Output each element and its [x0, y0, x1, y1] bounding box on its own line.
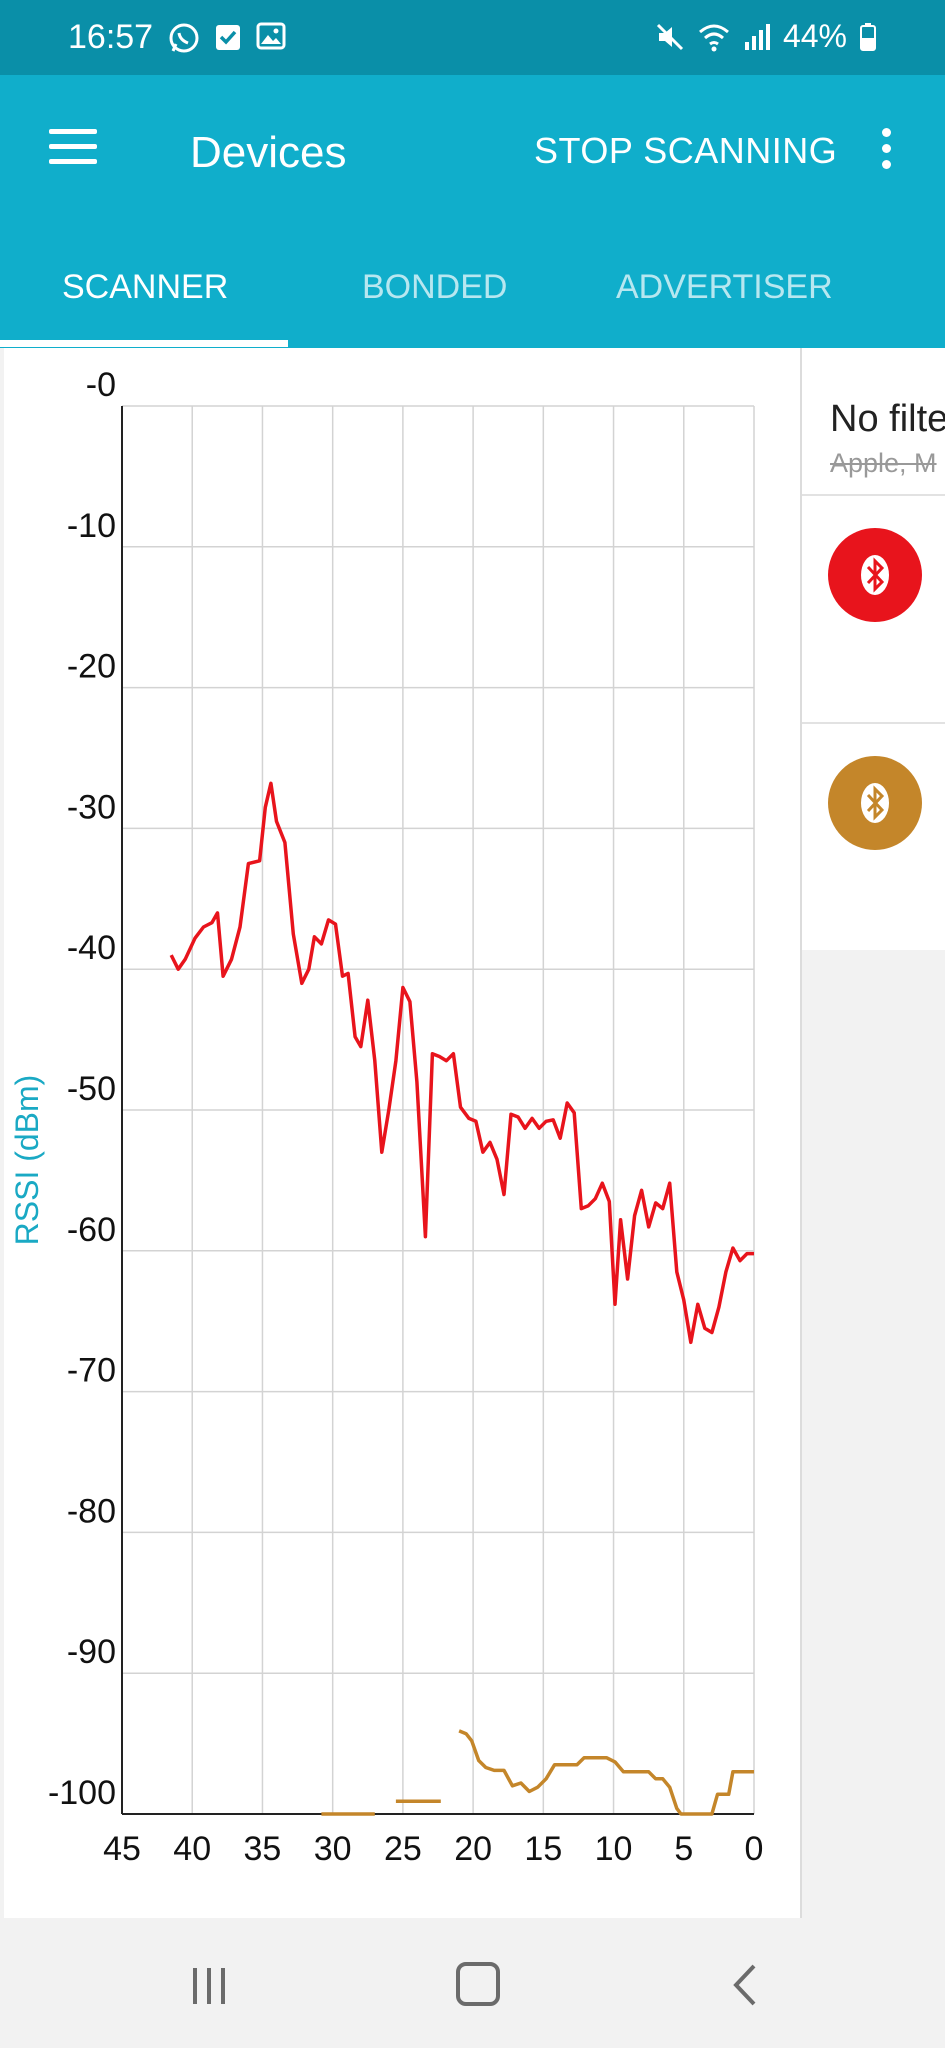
- task-check-icon: [216, 25, 240, 50]
- y-tick-label: -30: [67, 788, 116, 826]
- status-time: 16:57: [68, 18, 154, 56]
- y-tick-label: -70: [67, 1352, 116, 1390]
- bluetooth-icon: [861, 783, 889, 823]
- home-icon[interactable]: [456, 1962, 500, 2006]
- y-tick-label: -100: [48, 1774, 116, 1812]
- battery-percent: 44%: [782, 18, 847, 54]
- tab-indicator: [0, 340, 288, 347]
- y-tick-label: -80: [67, 1492, 116, 1530]
- page-title: Devices: [190, 128, 347, 177]
- x-tick-label: 20: [454, 1830, 492, 1868]
- wifi-icon: [698, 24, 729, 51]
- series-line-1: [169, 781, 754, 1345]
- signal-icon: [744, 23, 770, 50]
- recents-icon[interactable]: [193, 1968, 233, 2004]
- x-tick-label: 10: [595, 1830, 633, 1868]
- filter-subtitle: Apple, M: [830, 448, 937, 478]
- divider: [802, 494, 945, 496]
- tab-advertiser[interactable]: ADVERTISER: [616, 268, 833, 306]
- x-tick-label: 35: [244, 1830, 282, 1868]
- more-options-icon[interactable]: [876, 128, 896, 172]
- mute-icon: [656, 23, 684, 50]
- stop-scanning-button[interactable]: STOP SCANNING: [534, 130, 838, 171]
- x-tick-label: 0: [745, 1830, 764, 1868]
- app-bar: [0, 75, 945, 348]
- x-tick-label: 45: [103, 1830, 141, 1868]
- device-item-1[interactable]: [828, 528, 922, 622]
- y-axis-label: RSSI (dBm): [9, 1075, 45, 1246]
- back-icon[interactable]: [730, 1962, 760, 2008]
- tab-bonded[interactable]: BONDED: [362, 268, 508, 306]
- y-tick-label: -10: [67, 507, 116, 545]
- device-list-panel: No filte Apple, M: [800, 348, 945, 1918]
- y-tick-label: -40: [67, 929, 116, 967]
- nav-bar: [0, 1918, 945, 2048]
- status-bar: 16:57 44%: [0, 0, 945, 75]
- device-item-2[interactable]: [828, 756, 922, 850]
- rssi-chart: 45 40 35 30 25 20 15 10 5 0 -0 -10 -20 -30 -40 -50 -60 -7…: [9, 366, 764, 1868]
- bluetooth-icon: [861, 555, 889, 595]
- x-tick-label: 30: [314, 1830, 352, 1868]
- y-tick-label: -50: [67, 1070, 116, 1108]
- divider: [802, 722, 945, 724]
- gallery-icon: [256, 22, 286, 50]
- x-tick-label: 15: [524, 1830, 562, 1868]
- x-tick-label: 40: [173, 1830, 211, 1868]
- y-tick-label: -60: [67, 1211, 116, 1249]
- rssi-chart-panel: 45 40 35 30 25 20 15 10 5 0 -0 -10 -20 -30 -40 -50 -60 -7…: [4, 348, 800, 1918]
- tab-scanner[interactable]: SCANNER: [62, 268, 229, 306]
- y-tick-label: -90: [67, 1633, 116, 1671]
- battery-icon: [860, 22, 876, 51]
- y-tick-label: -20: [67, 648, 116, 686]
- y-tick-label: -0: [86, 366, 116, 404]
- menu-icon[interactable]: [49, 129, 97, 165]
- series-line-2: [458, 1729, 754, 1816]
- filter-title[interactable]: No filte: [830, 398, 945, 440]
- x-tick-label: 25: [384, 1830, 422, 1868]
- whatsapp-icon: [169, 23, 199, 53]
- x-tick-label: 5: [674, 1830, 693, 1868]
